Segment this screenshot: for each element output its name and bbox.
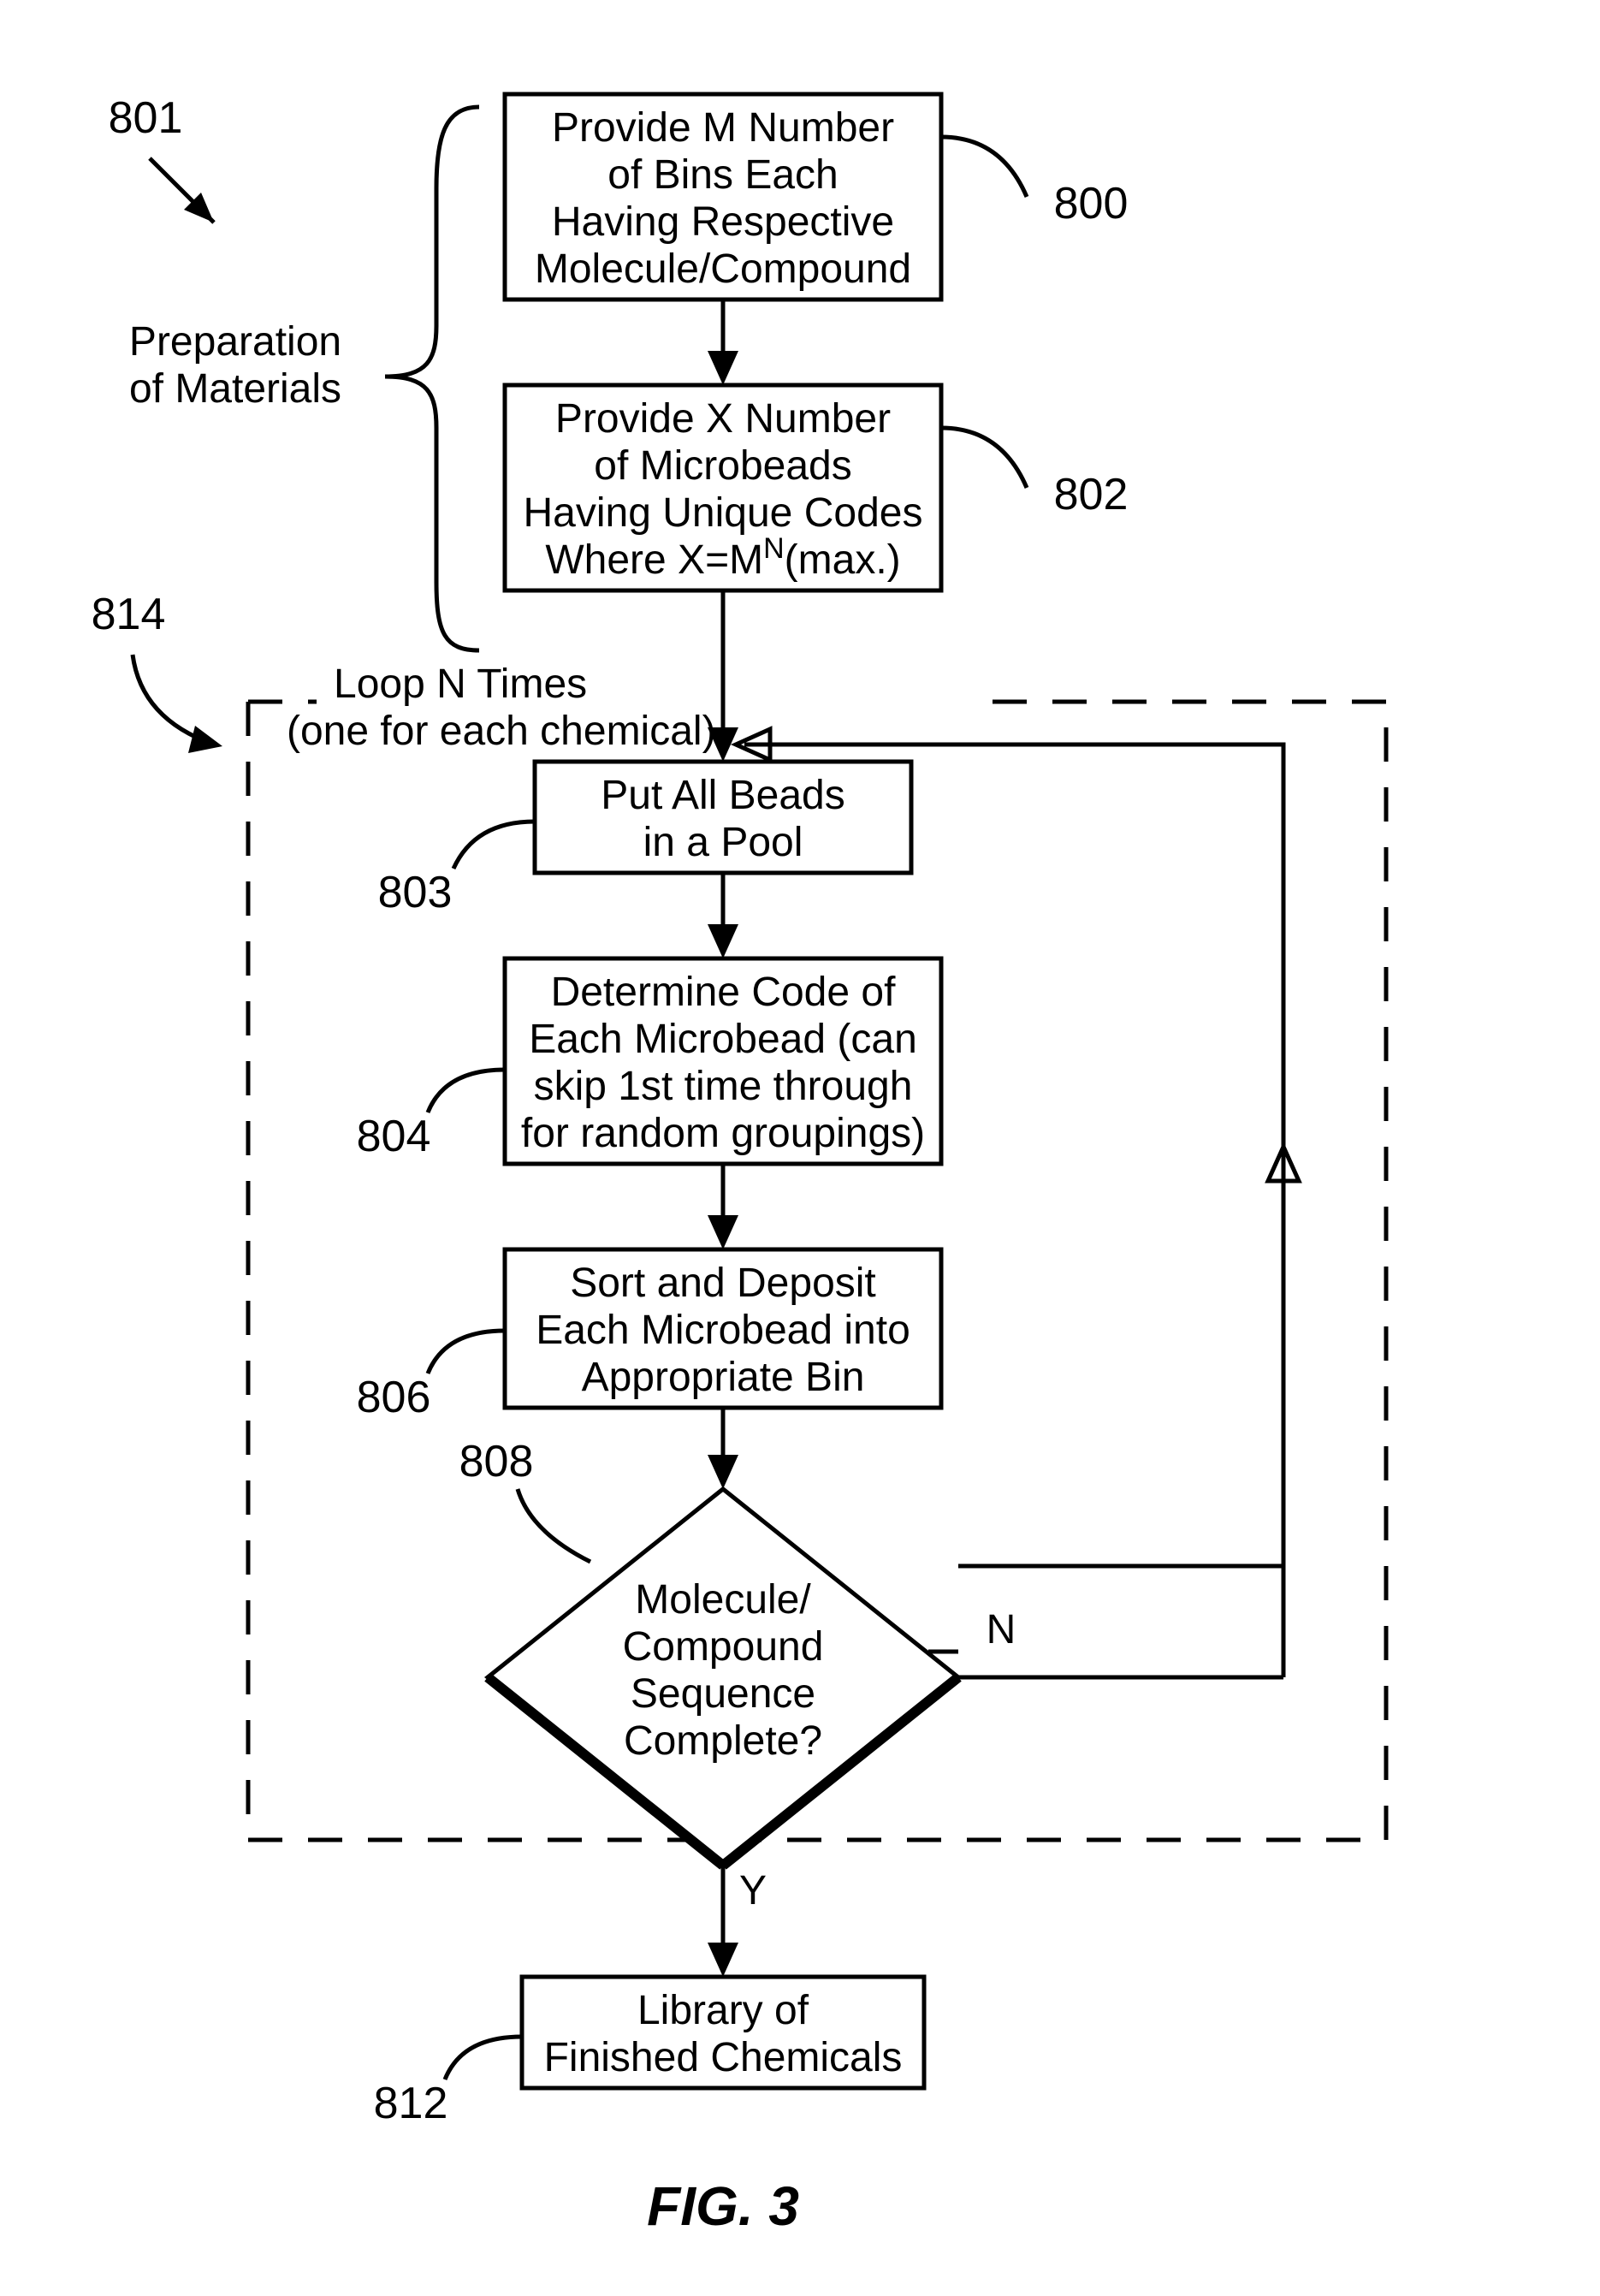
dec808-l1: Molecule/	[635, 1577, 811, 1623]
box806-l1: Sort and Deposit	[570, 1261, 876, 1306]
dec808-l2: Compound	[623, 1624, 824, 1670]
loop-l2: (one for each chemical)	[287, 709, 716, 754]
ref-801: 801	[109, 93, 183, 143]
box806-l2: Each Microbead into	[536, 1308, 910, 1353]
box812-l1: Library of	[637, 1988, 809, 2033]
decision-n: N	[987, 1607, 1016, 1652]
ref-804: 804	[357, 1112, 431, 1161]
box800-l1: Provide M Number	[552, 105, 894, 151]
flowchart-figure: 801 Preparation of Materials Provide M N…	[0, 0, 1600, 2296]
box804-l2: Each Microbead (can	[529, 1017, 917, 1062]
box806-l3: Appropriate Bin	[582, 1355, 865, 1400]
ref-808: 808	[459, 1437, 534, 1486]
box802-l1: Provide X Number	[555, 396, 891, 442]
ref-814: 814	[92, 590, 166, 639]
box804-l4: for random groupings)	[521, 1111, 925, 1156]
figure-caption: FIG. 3	[647, 2175, 799, 2237]
ref-803: 803	[378, 868, 453, 917]
decision-y: Y	[739, 1868, 767, 1913]
box803-l1: Put All Beads	[601, 773, 845, 818]
box802-l3: Having Unique Codes	[524, 490, 923, 536]
box812-l2: Finished Chemicals	[544, 2035, 903, 2080]
dec808-l3: Sequence	[631, 1671, 815, 1717]
box802-l2: of Microbeads	[594, 443, 851, 489]
box802-l4: Where X=MN(max.)	[545, 532, 900, 583]
dec808-l4: Complete?	[624, 1718, 822, 1764]
ref-800: 800	[1054, 179, 1129, 228]
box800-l3: Having Respective	[552, 199, 894, 245]
box800-l2: of Bins Each	[607, 152, 838, 198]
ref-806: 806	[357, 1373, 431, 1422]
prep-label-1: Preparation	[129, 319, 341, 365]
box800-l4: Molecule/Compound	[535, 246, 911, 292]
prep-label-2: of Materials	[129, 366, 341, 412]
box804-l3: skip 1st time through	[534, 1064, 913, 1109]
ref-802: 802	[1054, 470, 1129, 519]
box804-l1: Determine Code of	[551, 970, 897, 1015]
box803-l2: in a Pool	[643, 820, 803, 865]
ref-812: 812	[374, 2079, 448, 2128]
loop-l1: Loop N Times	[334, 662, 587, 707]
